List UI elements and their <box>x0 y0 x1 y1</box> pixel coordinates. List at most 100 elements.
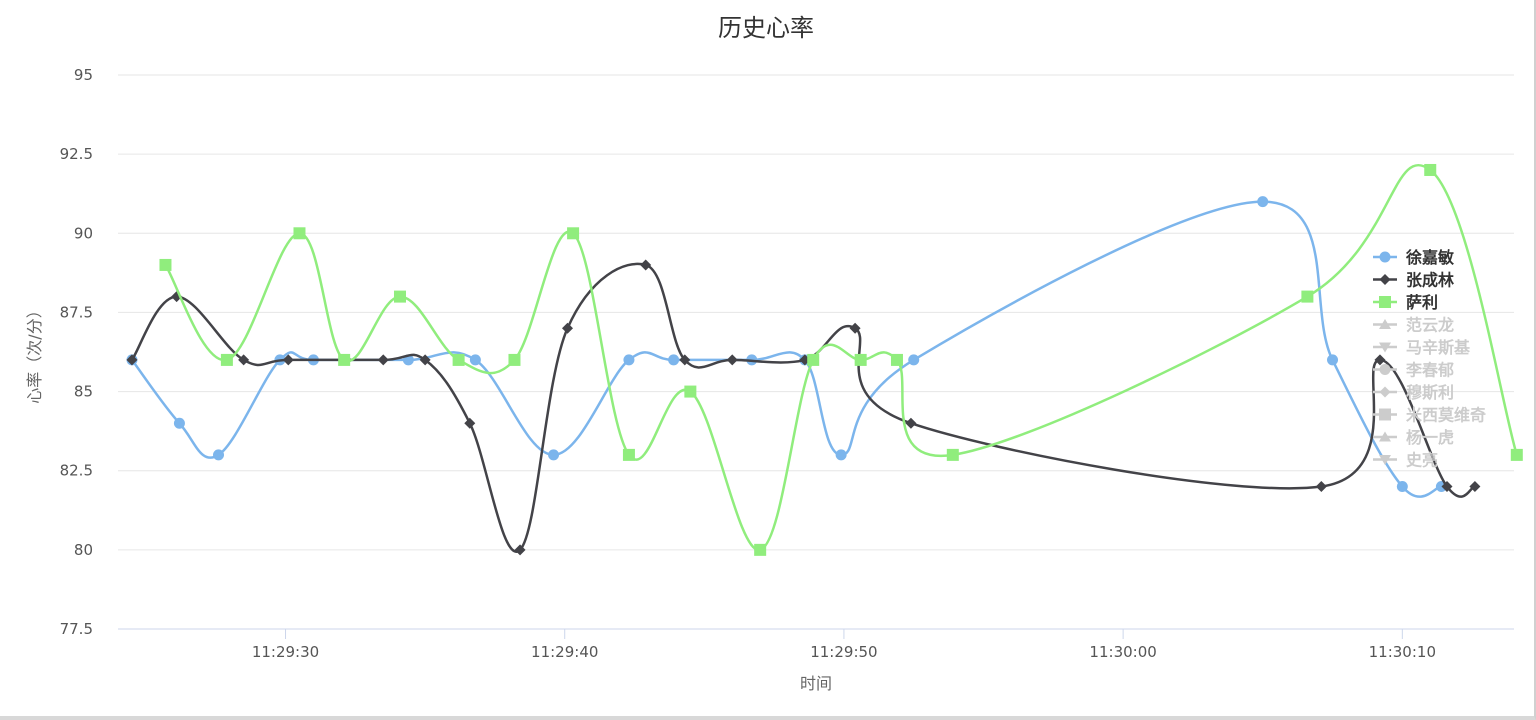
legend-marker-icon <box>1379 408 1391 421</box>
data-point <box>668 354 680 366</box>
legend-marker-icon <box>1379 296 1391 308</box>
chart-title: 历史心率 <box>718 14 814 42</box>
data-point <box>508 353 521 366</box>
legend-item-范云龙[interactable]: 范云龙 <box>1373 316 1454 335</box>
y-tick-label: 80 <box>74 541 93 559</box>
data-point <box>452 353 465 366</box>
series-group <box>126 163 1523 556</box>
data-point <box>754 543 767 556</box>
data-point <box>393 290 406 303</box>
data-point <box>282 354 294 366</box>
y-tick-label: 82.5 <box>60 462 93 480</box>
legend-label: 徐嘉敏 <box>1405 248 1455 267</box>
x-tick-label: 11:29:50 <box>810 643 877 661</box>
data-point <box>835 449 847 461</box>
legend-item-李春郁[interactable]: 李春郁 <box>1373 361 1454 380</box>
legend-label: 范云龙 <box>1406 316 1454 335</box>
series-徐嘉敏 <box>126 196 1447 498</box>
data-point <box>220 353 233 366</box>
x-axis-title: 时间 <box>800 674 832 693</box>
data-point <box>905 417 917 429</box>
series-line <box>130 262 1476 553</box>
x-tick-label: 11:30:00 <box>1089 643 1156 661</box>
data-point <box>419 354 431 366</box>
data-point <box>1301 290 1314 303</box>
y-tick-label: 92.5 <box>60 145 93 163</box>
y-axis-title: 心率（次/分） <box>25 302 44 403</box>
data-point <box>623 354 635 366</box>
series-张成林 <box>126 259 1481 556</box>
series-萨利 <box>159 163 1523 556</box>
legend-item-杨一虎[interactable]: 杨一虎 <box>1373 428 1454 447</box>
y-tick-label: 77.5 <box>60 620 93 638</box>
legend-item-张成林[interactable]: 张成林 <box>1373 271 1454 290</box>
data-point <box>1424 163 1437 176</box>
legend-label: 萨利 <box>1406 293 1438 312</box>
data-point <box>890 353 903 366</box>
data-point <box>1441 481 1453 493</box>
y-tick-label: 87.5 <box>60 303 93 321</box>
legend-item-马辛斯基[interactable]: 马辛斯基 <box>1373 338 1471 357</box>
y-tick-label: 95 <box>74 66 93 84</box>
legend-marker-icon <box>1379 386 1391 398</box>
data-point <box>854 353 867 366</box>
data-point <box>946 448 959 461</box>
legend-marker-icon <box>1379 455 1391 465</box>
data-point <box>514 544 526 556</box>
data-point <box>469 354 481 366</box>
data-point <box>908 354 920 366</box>
data-point <box>1327 354 1339 366</box>
data-point <box>1396 481 1408 493</box>
x-tick-label: 11:29:30 <box>252 643 319 661</box>
legend-marker-icon <box>1379 342 1391 353</box>
data-point <box>126 354 138 366</box>
legend-marker-icon <box>1379 431 1391 442</box>
legend-item-史亮[interactable]: 史亮 <box>1373 451 1438 470</box>
legend-item-米西莫维奇[interactable]: 米西莫维奇 <box>1373 406 1486 425</box>
data-point <box>213 449 225 461</box>
data-point <box>849 322 861 334</box>
legend-item-穆斯利[interactable]: 穆斯利 <box>1373 383 1454 402</box>
legend-marker-icon <box>1379 319 1391 329</box>
legend-label: 李春郁 <box>1405 361 1454 380</box>
legend-item-徐嘉敏[interactable]: 徐嘉敏 <box>1373 248 1455 267</box>
data-point <box>1510 448 1523 461</box>
y-tick-label: 85 <box>74 383 93 401</box>
legend-marker-icon <box>1379 251 1391 263</box>
data-point <box>1374 354 1386 366</box>
legend-marker-icon <box>1379 274 1391 285</box>
data-point <box>338 353 351 366</box>
series-line <box>130 200 1442 498</box>
y-axis-ticks: 77.5 80 82.5 85 87.5 90 92.5 95 <box>60 66 93 638</box>
data-point <box>622 448 635 461</box>
grid-lines <box>118 74 1514 630</box>
series-line <box>164 163 1518 552</box>
legend-label: 杨一虎 <box>1406 428 1454 447</box>
legend-label: 张成林 <box>1406 271 1454 290</box>
data-point <box>1469 481 1481 493</box>
data-point <box>1257 196 1269 208</box>
data-point <box>238 354 250 366</box>
data-point <box>640 259 652 271</box>
legend-label: 史亮 <box>1406 451 1438 470</box>
data-point <box>567 227 580 240</box>
data-point <box>173 417 185 429</box>
data-point <box>159 258 172 271</box>
data-point <box>562 322 574 334</box>
data-point <box>464 417 476 429</box>
data-point <box>1315 481 1327 493</box>
x-tick-label: 11:29:40 <box>531 643 598 661</box>
data-point <box>377 354 389 366</box>
data-point <box>293 227 306 240</box>
data-point <box>726 354 738 366</box>
data-point <box>679 354 691 366</box>
legend-item-萨利[interactable]: 萨利 <box>1373 293 1438 312</box>
y-tick-label: 90 <box>74 224 93 242</box>
x-tick-label: 11:30:10 <box>1369 643 1436 661</box>
data-point <box>548 449 560 461</box>
x-axis: 11:29:30 11:29:40 11:29:50 11:30:00 11:30:10 <box>252 629 1436 661</box>
legend-label: 穆斯利 <box>1406 383 1454 402</box>
